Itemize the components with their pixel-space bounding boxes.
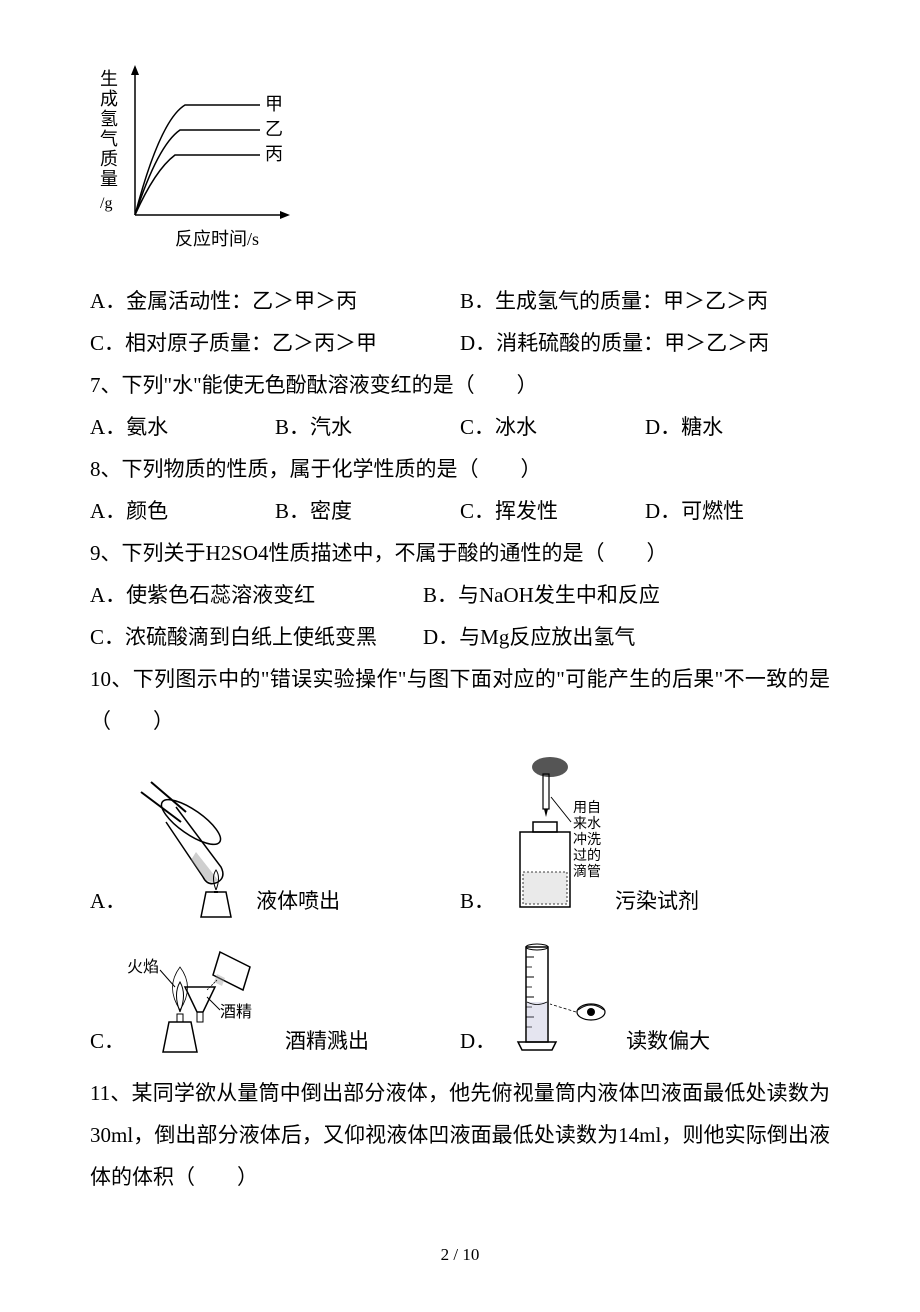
svg-text:乙: 乙	[265, 119, 283, 139]
svg-text:/g: /g	[100, 195, 112, 212]
svg-text:冲洗: 冲洗	[573, 832, 601, 848]
q7-option-c: C．冰水	[460, 406, 645, 448]
q10-option-b-letter: B．	[460, 880, 495, 922]
q8-option-b: B．密度	[275, 490, 460, 532]
q7-stem: 7、下列"水"能使无色酚酞溶液变红的是（ ）	[90, 364, 830, 406]
q10-row1: A． 液体喷出 B．	[90, 752, 830, 922]
svg-text:量: 量	[100, 169, 118, 189]
q9-option-b: B．与NaOH发生中和反应	[423, 574, 793, 616]
svg-text:滴管: 滴管	[573, 863, 601, 880]
q10-option-c-block: C． 火焰 酒精 酒精溅出	[90, 932, 460, 1062]
test-tube-heating-image	[126, 772, 256, 922]
q9-stem: 9、下列关于H2SO4性质描述中，不属于酸的通性的是（ ）	[90, 532, 830, 574]
q9-option-c: C．浓硫酸滴到白纸上使纸变黑	[90, 616, 423, 658]
q10-stem: 10、下列图示中的"错误实验操作"与图下面对应的"可能产生的后果"不一致的是（ …	[90, 658, 830, 742]
q6-options-row1: A．金属活动性：乙＞甲＞丙 B．生成氢气的质量：甲＞乙＞丙	[90, 280, 830, 322]
q8-option-a: A．颜色	[90, 490, 275, 532]
q10-row2: C． 火焰 酒精 酒精溅出 D．	[90, 932, 830, 1062]
q8-option-c: C．挥发性	[460, 490, 645, 532]
svg-text:丙: 丙	[265, 144, 283, 164]
q8-options: A．颜色 B．密度 C．挥发性 D．可燃性	[90, 490, 830, 532]
q10-option-b-text: 污染试剂	[615, 880, 699, 922]
q11-stem: 11、某同学欲从量筒中倒出部分液体，他先俯视量筒内液体凹液面最低处读数为30ml…	[90, 1072, 830, 1198]
q9-option-a: A．使紫色石蕊溶液变红	[90, 574, 423, 616]
q10-option-a-text: 液体喷出	[256, 880, 340, 922]
q8-option-d: D．可燃性	[645, 490, 830, 532]
chart-hydrogen-vs-time: 生 成 氢 气 质 量 /g 甲 乙 丙 反应时间/s	[90, 60, 830, 260]
svg-text:氢: 氢	[100, 109, 118, 129]
alcohol-lamp-pour-image: 火焰 酒精	[125, 932, 285, 1062]
svg-text:甲: 甲	[265, 94, 283, 114]
q10-option-d-text: 读数偏大	[626, 1020, 710, 1062]
q9-option-d: D．与Mg反应放出氢气	[423, 616, 793, 658]
q10-option-b-block: B． 用自 来水 冲洗 过的 滴管 污染试剂	[460, 752, 830, 922]
q6-option-b: B．生成氢气的质量：甲＞乙＞丙	[460, 280, 830, 322]
svg-text:来水: 来水	[573, 816, 601, 832]
q8-stem: 8、下列物质的性质，属于化学性质的是（ ）	[90, 448, 830, 490]
page-number: 2 / 10	[90, 1238, 830, 1272]
q10-option-a-block: A． 液体喷出	[90, 772, 460, 922]
svg-text:火焰: 火焰	[127, 958, 159, 976]
graduated-cylinder-image	[496, 932, 626, 1062]
q10-option-a-letter: A．	[90, 880, 126, 922]
svg-text:酒精: 酒精	[220, 1003, 252, 1021]
q6-option-a: A．金属活动性：乙＞甲＞丙	[90, 280, 460, 322]
q10-option-c-letter: C．	[90, 1020, 125, 1062]
q7-option-a: A．氨水	[90, 406, 275, 448]
svg-text:成: 成	[100, 89, 118, 109]
q9-options-row2: C．浓硫酸滴到白纸上使纸变黑 D．与Mg反应放出氢气	[90, 616, 830, 658]
q6-option-c: C．相对原子质量：乙＞丙＞甲	[90, 322, 460, 364]
q10-option-c-text: 酒精溅出	[285, 1020, 369, 1062]
svg-text:用自: 用自	[573, 800, 601, 816]
dropper-bottle-image: 用自 来水 冲洗 过的 滴管	[495, 752, 615, 922]
q7-options: A．氨水 B．汽水 C．冰水 D．糖水	[90, 406, 830, 448]
svg-text:质: 质	[100, 149, 118, 169]
q6-option-d: D．消耗硫酸的质量：甲＞乙＞丙	[460, 322, 830, 364]
svg-text:气: 气	[100, 129, 118, 149]
q10-option-d-letter: D．	[460, 1020, 496, 1062]
q6-options-row2: C．相对原子质量：乙＞丙＞甲 D．消耗硫酸的质量：甲＞乙＞丙	[90, 322, 830, 364]
svg-text:过的: 过的	[573, 848, 601, 864]
q9-options-row1: A．使紫色石蕊溶液变红 B．与NaOH发生中和反应	[90, 574, 830, 616]
svg-text:生: 生	[100, 69, 118, 89]
q10-option-d-block: D．	[460, 932, 830, 1062]
svg-text:反应时间/s: 反应时间/s	[175, 229, 259, 249]
q7-option-b: B．汽水	[275, 406, 460, 448]
q7-option-d: D．糖水	[645, 406, 830, 448]
